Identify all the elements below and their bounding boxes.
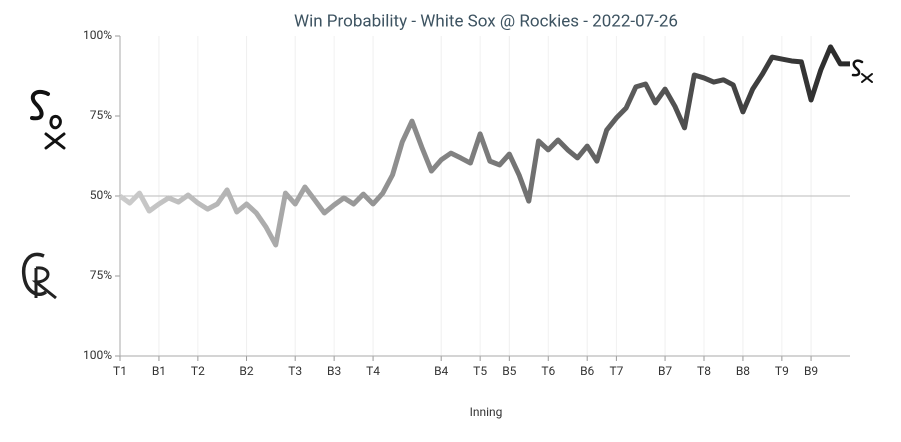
x-tick-label: T4 <box>366 364 380 378</box>
x-tick-label: B8 <box>736 364 750 378</box>
x-tick-label: B7 <box>658 364 672 378</box>
win-probability-line <box>118 44 850 248</box>
y-tick-label: 100% <box>83 348 112 362</box>
x-tick-label: T8 <box>697 364 711 378</box>
chart-title: Win Probability - White Sox @ Rockies - … <box>294 11 678 31</box>
y-tick-label: 100% <box>83 28 112 42</box>
y-tick-label: 75% <box>90 268 112 282</box>
x-tick-label: B5 <box>502 364 516 378</box>
x-tick-label: T1 <box>113 364 127 378</box>
y-tick-label: 75% <box>90 108 112 122</box>
end-logo <box>851 59 873 83</box>
white-sox-logo <box>30 89 66 150</box>
rockies-logo <box>21 252 57 300</box>
x-tick-label: B1 <box>152 364 166 378</box>
y-tick-label: 50% <box>90 188 112 202</box>
x-tick-label: B3 <box>327 364 341 378</box>
x-tick-label: T9 <box>775 364 789 378</box>
x-tick-label: T2 <box>191 364 205 378</box>
x-axis-label: Inning <box>470 405 503 419</box>
x-tick-label: T3 <box>288 364 302 378</box>
x-tick-label: B6 <box>580 364 594 378</box>
x-tick-label: B9 <box>804 364 818 378</box>
x-tick-label: T6 <box>541 364 555 378</box>
x-tick-label: B2 <box>239 364 253 378</box>
x-tick-label: B4 <box>434 364 448 378</box>
x-tick-label: T7 <box>609 364 623 378</box>
x-tick-label: T5 <box>473 364 487 378</box>
